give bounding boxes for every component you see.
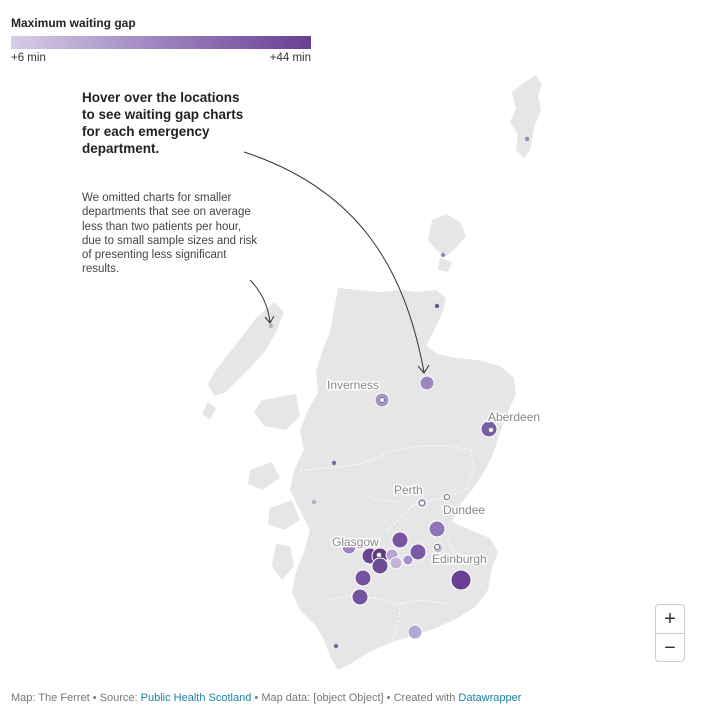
small-department-dot[interactable] — [440, 252, 446, 258]
small-department-dot[interactable] — [333, 643, 339, 649]
city-marker — [434, 544, 440, 550]
city-label-inverness: Inverness — [327, 378, 379, 392]
city-marker — [379, 397, 385, 403]
inner-hebrides — [248, 394, 300, 580]
city-labels: Inverness Aberdeen Perth Dundee Glasgow … — [326, 377, 542, 568]
footer-created-prefix: Created with — [393, 692, 456, 704]
legend-title: Maximum waiting gap — [11, 16, 136, 30]
zoom-control: + − — [655, 604, 685, 662]
footer-source-prefix: Source: — [99, 692, 138, 704]
footer-source-link[interactable]: Public Health Scotland — [140, 692, 252, 704]
small-department-dot[interactable] — [434, 303, 440, 309]
small-department-dot[interactable] — [524, 136, 530, 142]
legend: Maximum waiting gap +6 min +44 min — [11, 16, 311, 64]
annotation-arrow-main-head — [417, 364, 430, 374]
annotation-arrow-note — [249, 279, 271, 323]
legend-labels: +6 min +44 min — [11, 52, 311, 64]
department-marker[interactable] — [371, 557, 389, 575]
department-marker[interactable] — [409, 543, 427, 561]
legend-color-scale — [11, 36, 311, 49]
legend-max-label: +44 min — [269, 52, 311, 64]
annotation-arrow-main — [243, 151, 425, 373]
city-marker — [444, 494, 450, 500]
department-marker[interactable] — [407, 624, 423, 640]
department-marker[interactable] — [419, 375, 435, 391]
legend-min-label: +6 min — [11, 52, 46, 64]
city-marker — [419, 500, 425, 506]
footer: Map: The Ferret • Source: Public Health … — [11, 692, 521, 704]
city-label-edinburgh: Edinburgh — [432, 552, 487, 566]
health-board-boundaries — [299, 445, 475, 643]
small-departments[interactable] — [268, 136, 530, 649]
department-marker[interactable] — [389, 556, 403, 570]
city-label-dundee: Dundee — [443, 503, 485, 517]
small-department-dot[interactable] — [311, 499, 317, 505]
footer-separator: • — [92, 692, 97, 704]
footer-map-credit: Map: The Ferret — [11, 692, 90, 704]
department-marker[interactable] — [354, 569, 372, 587]
small-department-dot[interactable] — [268, 323, 274, 329]
city-label-aberdeen: Aberdeen — [488, 410, 540, 424]
orkney-islands — [428, 214, 466, 272]
footer-separator: • — [254, 692, 259, 704]
shetland-islands — [510, 75, 542, 158]
department-marker[interactable] — [341, 539, 357, 555]
footer-map-data: Map data: [object Object] — [261, 692, 384, 704]
zoom-in-button[interactable]: + — [664, 607, 676, 630]
footer-separator: • — [386, 692, 391, 704]
city-label-perth: Perth — [394, 483, 423, 497]
annotation-arrow-note-head — [264, 315, 275, 324]
department-marker[interactable] — [351, 588, 369, 606]
small-department-dot[interactable] — [331, 460, 337, 466]
department-marker[interactable] — [402, 554, 414, 566]
city-label-glasgow: Glasgow — [332, 535, 379, 549]
city-marker — [376, 552, 382, 558]
zoom-out-button[interactable]: − — [656, 633, 684, 662]
scotland-mainland — [290, 288, 516, 670]
city-marker — [488, 427, 494, 433]
annotation-title: Hover over the locations to see waiting … — [82, 90, 244, 156]
annotation-note: We omitted charts for smaller department… — [82, 192, 258, 276]
department-marker[interactable] — [450, 569, 472, 591]
department-marker[interactable] — [391, 531, 409, 549]
footer-datawrapper-link[interactable]: Datawrapper — [458, 692, 522, 704]
outer-hebrides — [202, 302, 284, 420]
city-markers — [376, 397, 494, 558]
department-marker[interactable] — [428, 520, 446, 538]
